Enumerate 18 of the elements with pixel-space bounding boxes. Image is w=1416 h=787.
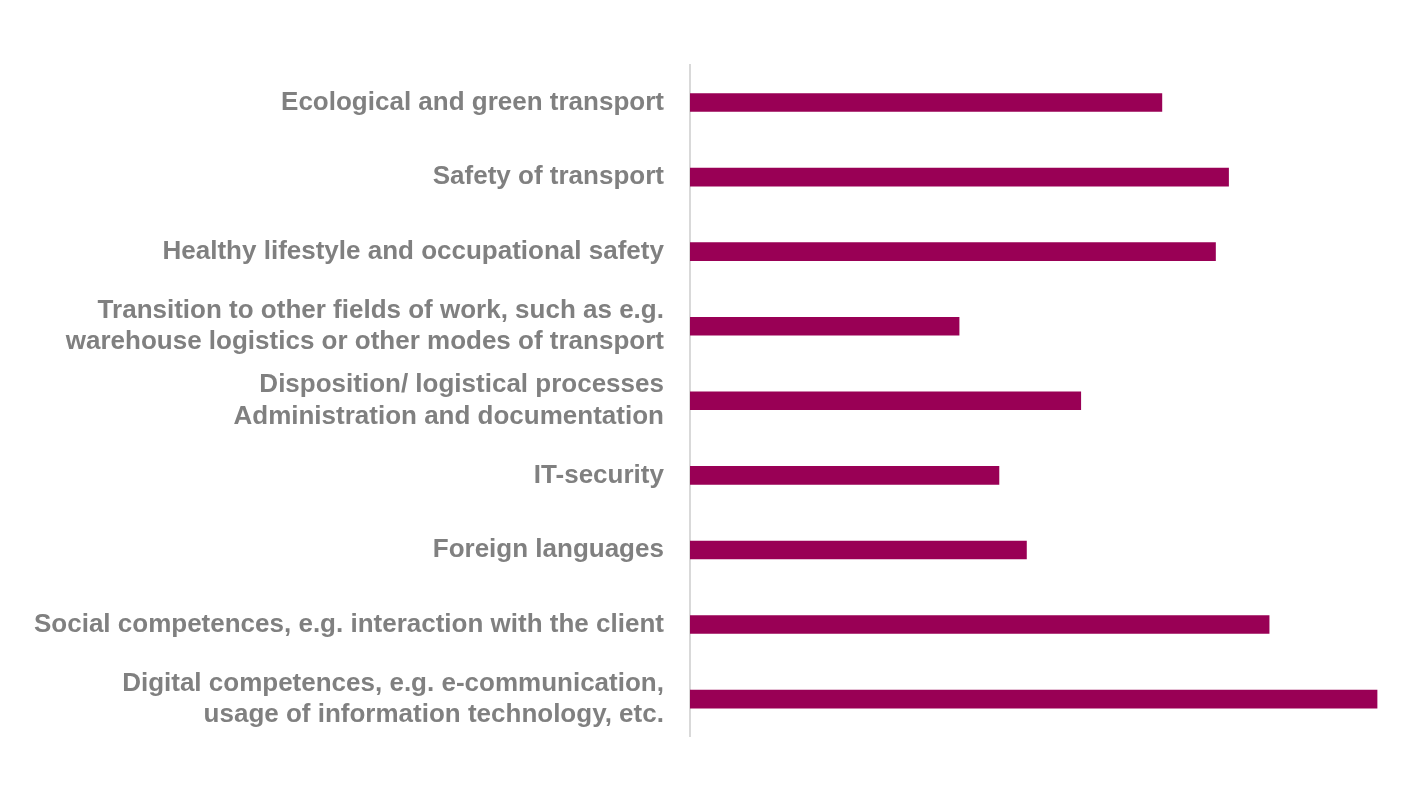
bar	[689, 167, 1229, 187]
bar	[689, 93, 1163, 112]
y-tick-label: Foreign languages	[432, 533, 664, 564]
bar	[689, 540, 1027, 560]
y-tick-label: Disposition/ logistical processes Administration and documentation	[233, 368, 664, 430]
y-tick-label: Healthy lifestyle and occupational safety	[162, 234, 665, 265]
bar	[689, 466, 1000, 485]
bar	[689, 689, 1378, 709]
y-tick-label: Social competences, e.g. interaction with the client	[33, 607, 665, 638]
bar	[689, 316, 960, 336]
bar	[689, 391, 1082, 411]
y-tick-label: Digital competences, e.g. e-communication, usage of information technology, etc.	[122, 666, 664, 728]
y-tick-label: Safety of transport	[432, 160, 665, 191]
y-tick-label: IT-security	[533, 458, 665, 489]
bar	[689, 615, 1270, 634]
y-tick-label: Transition to other fields of work, such as e.g. warehouse logistics or other modes of transport	[64, 293, 665, 355]
bar	[689, 242, 1216, 261]
y-tick-label: Ecological and green transport	[281, 85, 665, 116]
